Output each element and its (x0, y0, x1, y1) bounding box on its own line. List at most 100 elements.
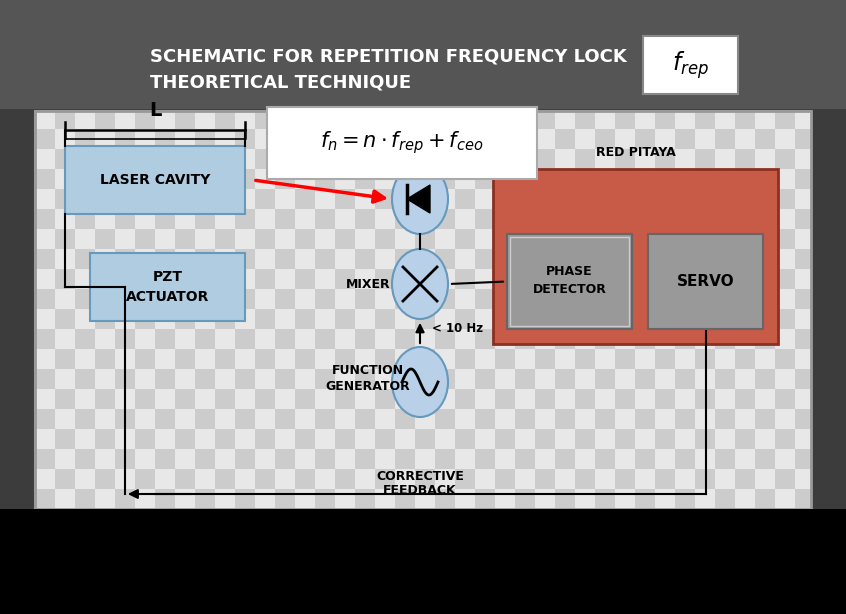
Bar (655, 149, 675, 169)
Bar (75, 329, 95, 349)
Bar (235, 369, 255, 389)
Bar (115, 429, 135, 449)
Bar (495, 249, 515, 269)
Bar (75, 409, 95, 429)
Bar (95, 309, 115, 329)
Bar (215, 289, 235, 309)
Bar (675, 189, 695, 209)
Bar (635, 389, 655, 409)
Bar (355, 249, 375, 269)
Bar (255, 129, 275, 149)
Bar (315, 429, 335, 449)
Bar (155, 309, 175, 329)
Bar (515, 269, 535, 289)
Bar (575, 169, 595, 189)
Bar (95, 489, 115, 509)
Bar (395, 369, 415, 389)
Bar (135, 449, 155, 469)
Bar (655, 289, 675, 309)
Bar (355, 469, 375, 489)
Bar (395, 489, 415, 509)
Bar (615, 329, 635, 349)
Bar (295, 249, 315, 269)
Bar (275, 469, 295, 489)
Bar (595, 369, 615, 389)
Bar (435, 289, 455, 309)
Bar (715, 489, 735, 509)
Bar (515, 409, 535, 429)
Bar (215, 249, 235, 269)
Bar (275, 129, 295, 149)
Bar (295, 469, 315, 489)
Bar (755, 249, 775, 269)
Bar (35, 469, 55, 489)
Bar (395, 429, 415, 449)
Bar (75, 111, 95, 129)
Bar (335, 189, 355, 209)
Bar (635, 309, 655, 329)
Bar (575, 469, 595, 489)
Bar (275, 289, 295, 309)
Bar (655, 469, 675, 489)
Bar (395, 469, 415, 489)
Bar (375, 469, 395, 489)
Bar (515, 209, 535, 229)
Bar (455, 249, 475, 269)
Bar (535, 149, 555, 169)
Bar (175, 349, 195, 369)
Bar (115, 269, 135, 289)
Bar (395, 169, 415, 189)
Bar (375, 269, 395, 289)
Bar (115, 329, 135, 349)
Bar (235, 289, 255, 309)
Text: L: L (149, 101, 162, 120)
Bar (415, 111, 435, 129)
Bar (175, 189, 195, 209)
Bar (275, 169, 295, 189)
Ellipse shape (392, 164, 448, 234)
Bar (775, 309, 795, 329)
Bar (475, 111, 495, 129)
Bar (255, 349, 275, 369)
Bar (595, 209, 615, 229)
Bar (635, 289, 655, 309)
Bar (575, 449, 595, 469)
Bar (175, 209, 195, 229)
Bar (75, 309, 95, 329)
Bar (795, 169, 811, 189)
Bar (675, 429, 695, 449)
Bar (735, 289, 755, 309)
Bar (115, 309, 135, 329)
Bar (615, 409, 635, 429)
Bar (735, 469, 755, 489)
Bar (575, 289, 595, 309)
Bar (715, 269, 735, 289)
Bar (275, 429, 295, 449)
Bar (495, 449, 515, 469)
Bar (215, 269, 235, 289)
Bar (415, 249, 435, 269)
Bar (335, 429, 355, 449)
Bar (475, 209, 495, 229)
Bar (395, 149, 415, 169)
Bar (295, 369, 315, 389)
Bar (435, 449, 455, 469)
Bar (755, 149, 775, 169)
Bar (75, 349, 95, 369)
Bar (155, 269, 175, 289)
Bar (515, 309, 535, 329)
Bar (215, 429, 235, 449)
Bar (775, 409, 795, 429)
Bar (475, 229, 495, 249)
Bar (595, 149, 615, 169)
Bar (735, 309, 755, 329)
Bar (435, 469, 455, 489)
Bar (475, 309, 495, 329)
Text: MIXER: MIXER (346, 278, 390, 290)
Bar (435, 249, 455, 269)
Bar (75, 429, 95, 449)
Bar (295, 309, 315, 329)
Bar (735, 409, 755, 429)
Bar (295, 129, 315, 149)
Bar (775, 149, 795, 169)
